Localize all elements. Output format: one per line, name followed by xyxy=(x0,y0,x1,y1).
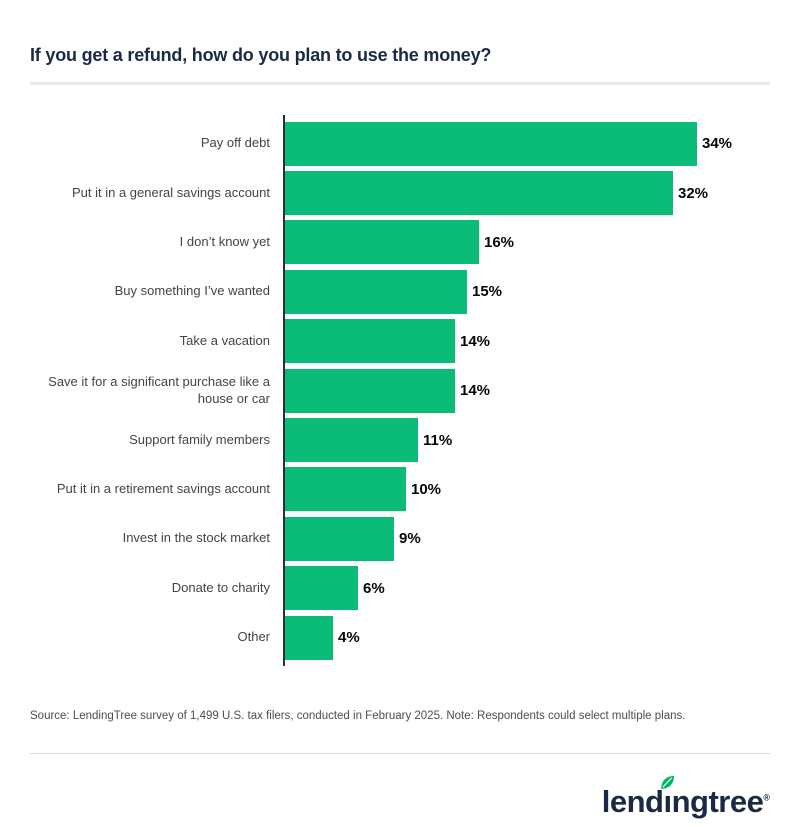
bar xyxy=(285,418,418,463)
chart-row: Other 4% xyxy=(30,613,770,662)
lendingtree-logo: lendı ngtree® xyxy=(602,774,770,817)
leaf-icon xyxy=(661,776,675,790)
value-label: 9% xyxy=(399,530,421,548)
chart-rows: Pay off debt 34% Put it in a general savin… xyxy=(30,119,770,662)
chart-row: Take a vacation 14% xyxy=(30,317,770,366)
value-label: 15% xyxy=(472,283,503,301)
bar xyxy=(285,566,358,611)
chart-title: If you get a refund, how do you plan to … xyxy=(30,45,492,65)
bar xyxy=(285,319,455,364)
bar xyxy=(285,269,467,314)
bar-zone: 14% xyxy=(285,368,770,413)
logo-letter-i: ı xyxy=(661,776,675,820)
bar xyxy=(285,220,479,265)
bar-zone: 15% xyxy=(285,269,770,314)
logo-text-post: ngtree xyxy=(671,784,764,820)
logo-dotless-i: ı xyxy=(663,784,672,820)
title-divider xyxy=(30,82,770,85)
bar-zone: 34% xyxy=(285,121,770,166)
chart-row: Put it in a general savings account 32% xyxy=(30,168,770,217)
chart-row: Donate to charity 6% xyxy=(30,564,770,613)
category-label: Buy something I’ve wanted xyxy=(114,283,270,299)
source-note: Source: LendingTree survey of 1,499 U.S.… xyxy=(30,710,686,723)
category-label: I don’t know yet xyxy=(179,234,270,250)
bar-chart: Pay off debt 34% Put it in a general savin… xyxy=(30,115,770,667)
category-label: Save it for a significant purchase like … xyxy=(48,373,270,406)
bar xyxy=(285,516,394,561)
bar xyxy=(285,171,673,216)
registered-mark: ® xyxy=(763,792,770,803)
bar-zone: 16% xyxy=(285,220,770,265)
value-label: 16% xyxy=(484,233,515,251)
value-label: 4% xyxy=(338,629,360,647)
category-label: Put it in a general savings account xyxy=(71,184,270,200)
chart-row: Put it in a retirement savings account 10… xyxy=(30,465,770,514)
category-label: Other xyxy=(237,629,270,645)
bar xyxy=(285,467,406,512)
bar-zone: 32% xyxy=(285,171,770,216)
chart-row: Support family members 11% xyxy=(30,415,770,464)
value-label: 6% xyxy=(363,579,385,597)
category-label: Invest in the stock market xyxy=(122,530,270,546)
category-label: Support family members xyxy=(129,431,270,447)
category-label: Take a vacation xyxy=(179,332,270,348)
bar-zone: 4% xyxy=(285,615,770,660)
bar-zone: 9% xyxy=(285,516,770,561)
category-label: Put it in a retirement savings account xyxy=(56,480,270,496)
value-label: 32% xyxy=(678,184,709,202)
bar-zone: 11% xyxy=(285,418,770,463)
footer-logo-row: lendı ngtree® xyxy=(30,774,770,817)
bar xyxy=(285,121,697,166)
logo-text-pre: lend xyxy=(601,784,664,820)
chart-row: Buy something I’ve wanted 15% xyxy=(30,267,770,316)
bar xyxy=(285,368,455,413)
bar-zone: 10% xyxy=(285,467,770,512)
value-label: 11% xyxy=(423,431,453,449)
value-label: 10% xyxy=(411,480,442,498)
bar-zone: 6% xyxy=(285,566,770,611)
chart-row: Invest in the stock market 9% xyxy=(30,514,770,563)
y-axis-line xyxy=(283,115,285,667)
category-label: Donate to charity xyxy=(171,579,270,595)
category-label: Pay off debt xyxy=(200,135,270,151)
value-label: 14% xyxy=(460,332,491,350)
value-label: 34% xyxy=(702,135,733,153)
chart-row: Save it for a significant purchase like … xyxy=(30,366,770,415)
chart-row: I don’t know yet 16% xyxy=(30,218,770,267)
value-label: 14% xyxy=(460,382,491,400)
chart-row: Pay off debt 34% xyxy=(30,119,770,168)
footer-divider xyxy=(30,753,770,755)
bar-zone: 14% xyxy=(285,319,770,364)
bar xyxy=(285,615,333,660)
